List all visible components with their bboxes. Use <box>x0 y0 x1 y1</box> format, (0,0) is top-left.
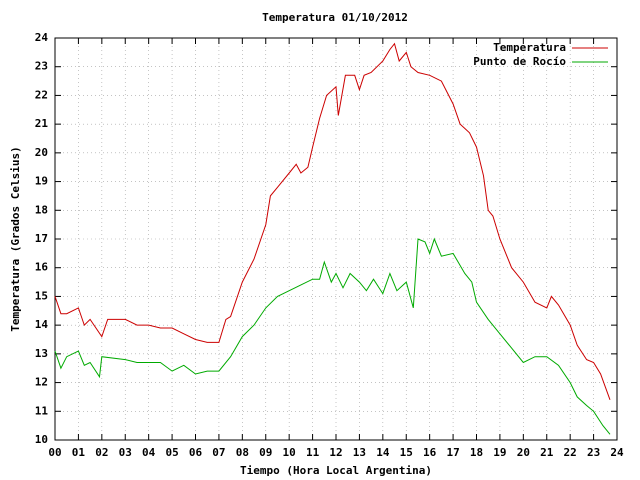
x-tick-label: 07 <box>212 446 225 459</box>
y-tick-label: 17 <box>35 232 48 245</box>
y-tick-label: 21 <box>35 117 49 130</box>
y-tick-label: 22 <box>35 88 48 101</box>
y-tick-label: 11 <box>35 404 49 417</box>
x-tick-label: 14 <box>376 446 390 459</box>
x-axis-label: Tiempo (Hora Local Argentina) <box>240 464 432 477</box>
x-tick-label: 18 <box>470 446 483 459</box>
plot-frame <box>54 37 618 441</box>
x-tick-label: 20 <box>517 446 530 459</box>
legend-label: Temperatura <box>493 41 566 54</box>
x-tick-label: 10 <box>283 446 296 459</box>
x-tick-label: 01 <box>72 446 86 459</box>
x-tick-label: 06 <box>189 446 203 459</box>
x-tick-label: 23 <box>587 446 600 459</box>
series-line <box>54 42 611 400</box>
y-tick-label: 16 <box>35 261 49 274</box>
y-tick-label: 14 <box>35 318 49 331</box>
y-axis-label: Temperatura (Grados Celsius) <box>9 146 22 331</box>
y-tick-label: 12 <box>35 376 48 389</box>
x-tick-label: 16 <box>423 446 437 459</box>
y-tick-label: 18 <box>35 203 48 216</box>
x-tick-label: 17 <box>446 446 459 459</box>
x-tick-label: 05 <box>165 446 178 459</box>
x-tick-label: 24 <box>610 446 624 459</box>
y-tick-label: 10 <box>35 433 48 446</box>
y-tick-label: 19 <box>35 175 48 188</box>
y-tick-label: 13 <box>35 347 48 360</box>
x-tick-label: 21 <box>540 446 554 459</box>
y-tick-label: 24 <box>35 31 49 44</box>
x-tick-label: 12 <box>329 446 342 459</box>
x-tick-label: 00 <box>48 446 61 459</box>
x-tick-label: 22 <box>564 446 577 459</box>
y-tick-label: 23 <box>35 60 48 73</box>
x-tick-label: 19 <box>493 446 506 459</box>
x-tick-label: 04 <box>142 446 156 459</box>
x-tick-label: 11 <box>306 446 320 459</box>
x-tick-label: 02 <box>95 446 108 459</box>
y-tick-label: 20 <box>35 146 48 159</box>
chart-title: Temperatura 01/10/2012 <box>262 11 408 24</box>
x-tick-label: 09 <box>259 446 272 459</box>
y-tick-label: 15 <box>35 289 48 302</box>
x-tick-label: 15 <box>400 446 413 459</box>
x-tick-label: 03 <box>119 446 132 459</box>
series-line <box>54 237 611 435</box>
legend-label: Punto de Rocío <box>473 55 566 68</box>
x-tick-label: 08 <box>236 446 249 459</box>
x-tick-label: 13 <box>353 446 366 459</box>
